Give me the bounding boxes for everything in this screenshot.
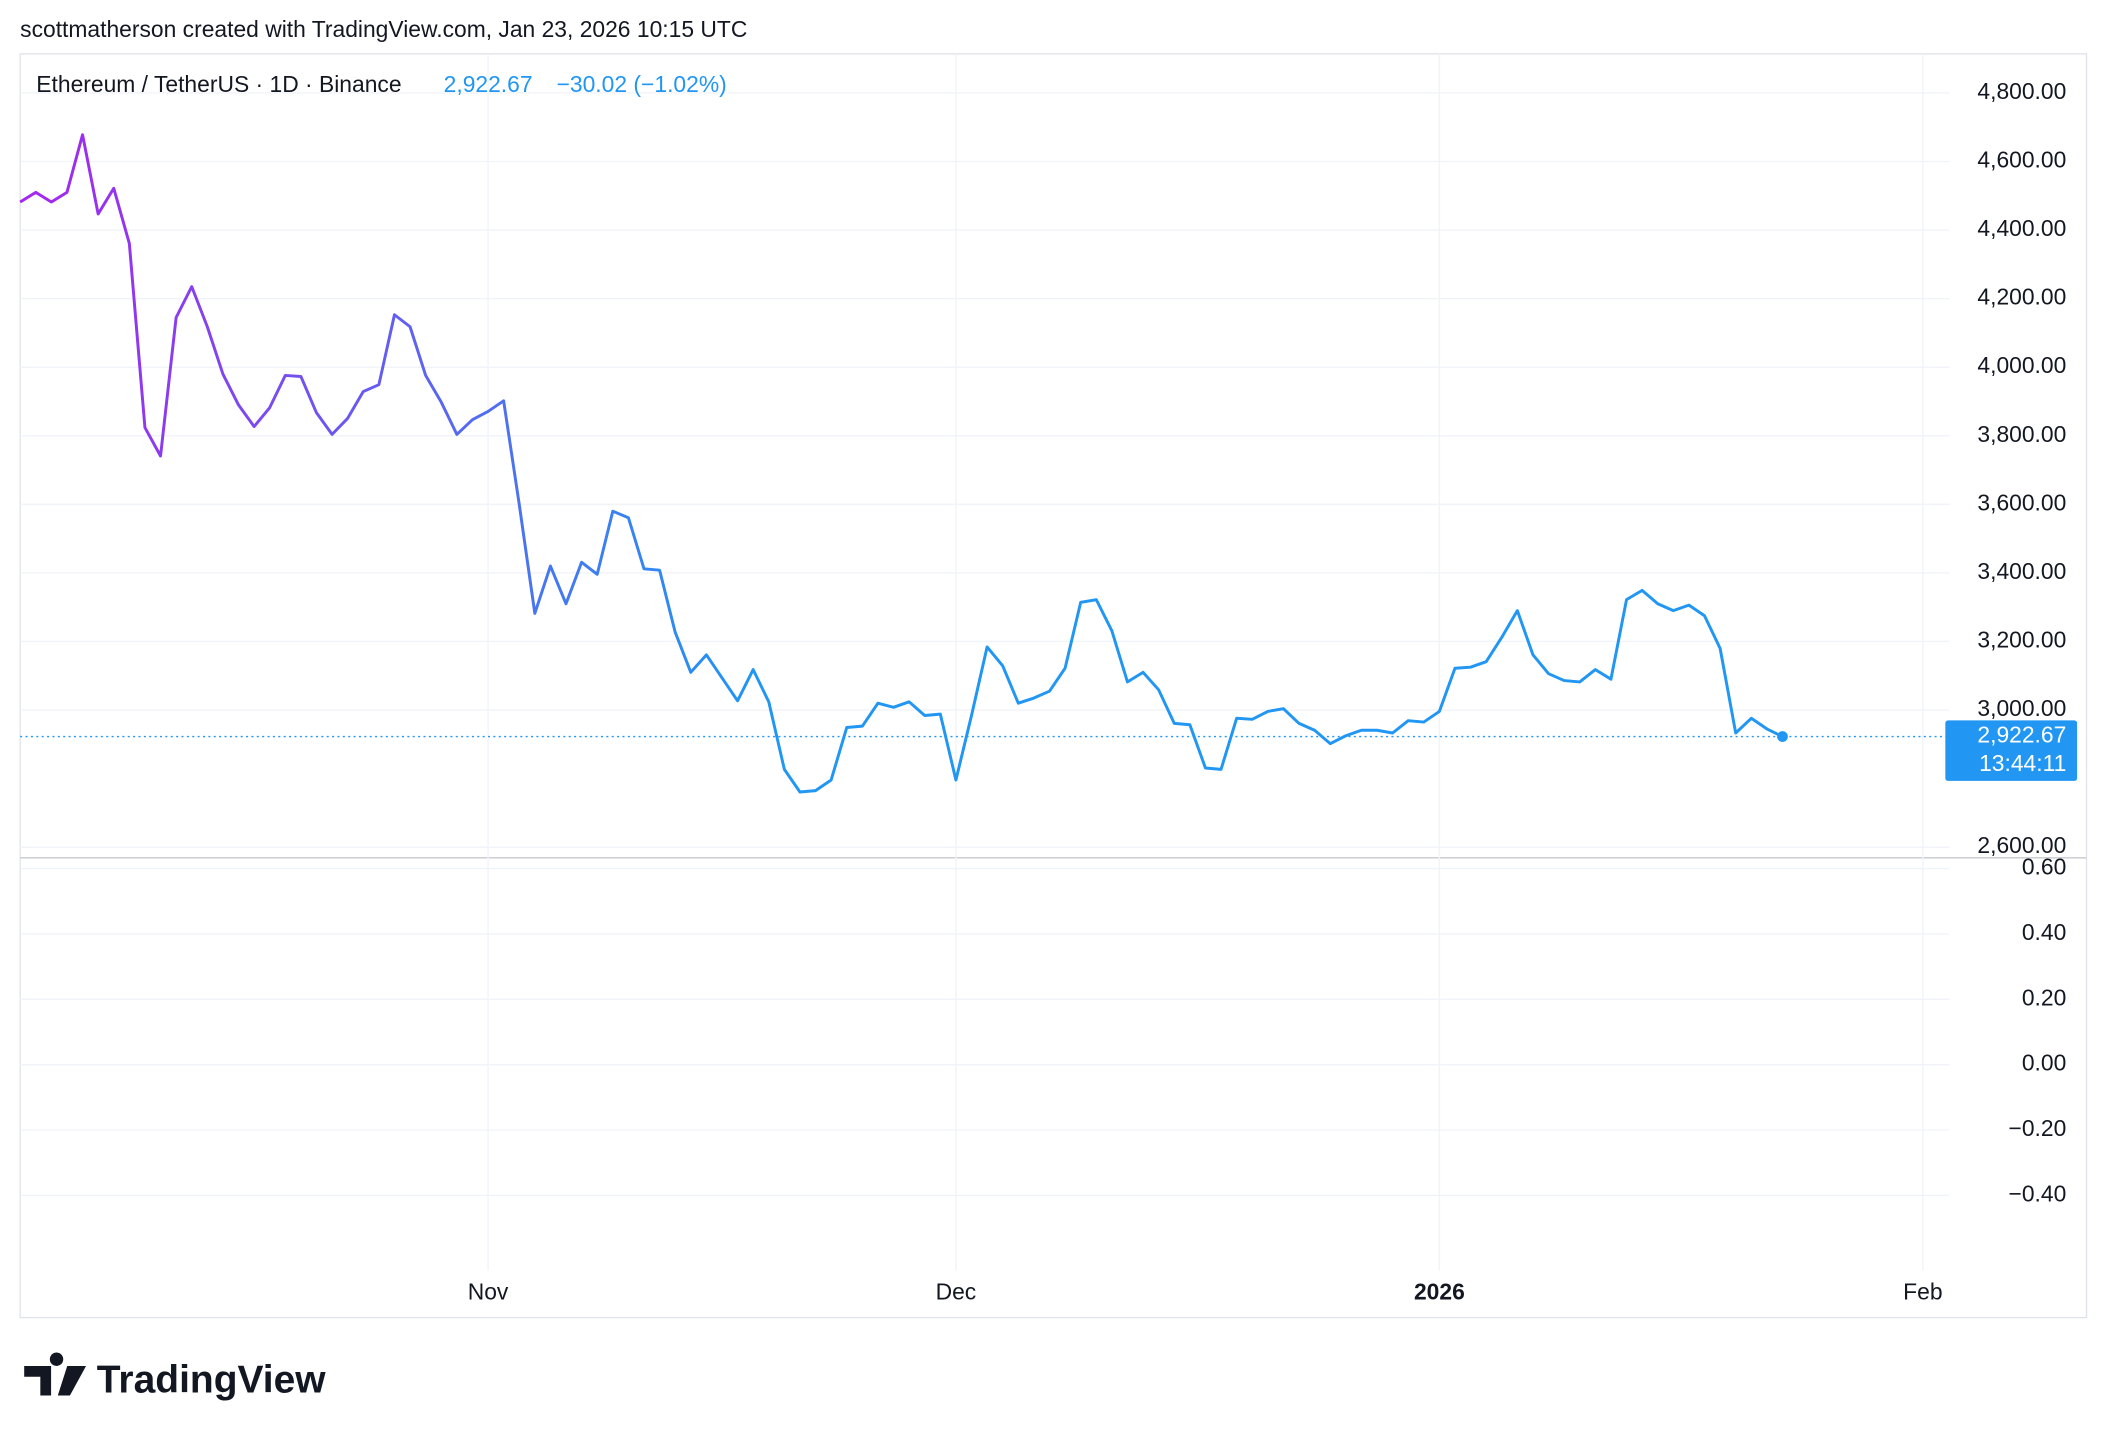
chart-title: Ethereum / TetherUS · 1D · Binance <box>36 71 401 97</box>
frame <box>19 53 2088 1319</box>
y-tick-label: 4,400.00 <box>1977 215 2066 241</box>
y-tick-label: 2,600.00 <box>1977 832 2066 858</box>
y-tick-label: 3,600.00 <box>1977 489 2066 515</box>
y-tick-label: 3,800.00 <box>1977 421 2066 447</box>
last-point <box>1777 731 1788 742</box>
x-tick-label: Nov <box>468 1278 509 1304</box>
y-tick-label: 0.40 <box>2022 919 2066 945</box>
y-tick-label: −0.20 <box>2009 1115 2067 1141</box>
countdown-label: 13:44:11 <box>1979 750 2066 776</box>
x-tick-label: Dec <box>936 1278 977 1304</box>
y-tick-label: 3,000.00 <box>1977 695 2066 721</box>
y-tick-label: 4,200.00 <box>1977 284 2066 310</box>
y-tick-label: 3,200.00 <box>1977 627 2066 653</box>
y-tick-label: 3,400.00 <box>1977 558 2066 584</box>
y-tick-label: 4,600.00 <box>1977 147 2066 173</box>
x-tick-label: 2026 <box>1414 1278 1465 1304</box>
header-text: scottmatherson created with TradingView.… <box>20 16 747 42</box>
y-tick-label: 0.20 <box>2022 984 2066 1010</box>
price-line <box>19 133 1784 794</box>
x-tick-label: Feb <box>1903 1278 1942 1304</box>
y-tick-label: 0.60 <box>2022 854 2066 880</box>
logo-icon <box>24 1352 87 1396</box>
logo: TradingView <box>24 1352 327 1401</box>
legend-change: −30.02 (−1.02%) <box>557 71 727 97</box>
logo-text: TradingView <box>97 1358 327 1401</box>
last-price-label-bg <box>1945 720 2078 781</box>
y-tick-label: 4,000.00 <box>1977 352 2066 378</box>
last-price-label: 2,922.67 <box>1977 722 2066 748</box>
y-tick-label: 4,800.00 <box>1977 78 2066 104</box>
y-tick-label: 0.00 <box>2022 1050 2066 1076</box>
legend-price: 2,922.67 <box>444 71 533 97</box>
y-tick-label: −0.40 <box>2009 1180 2067 1206</box>
